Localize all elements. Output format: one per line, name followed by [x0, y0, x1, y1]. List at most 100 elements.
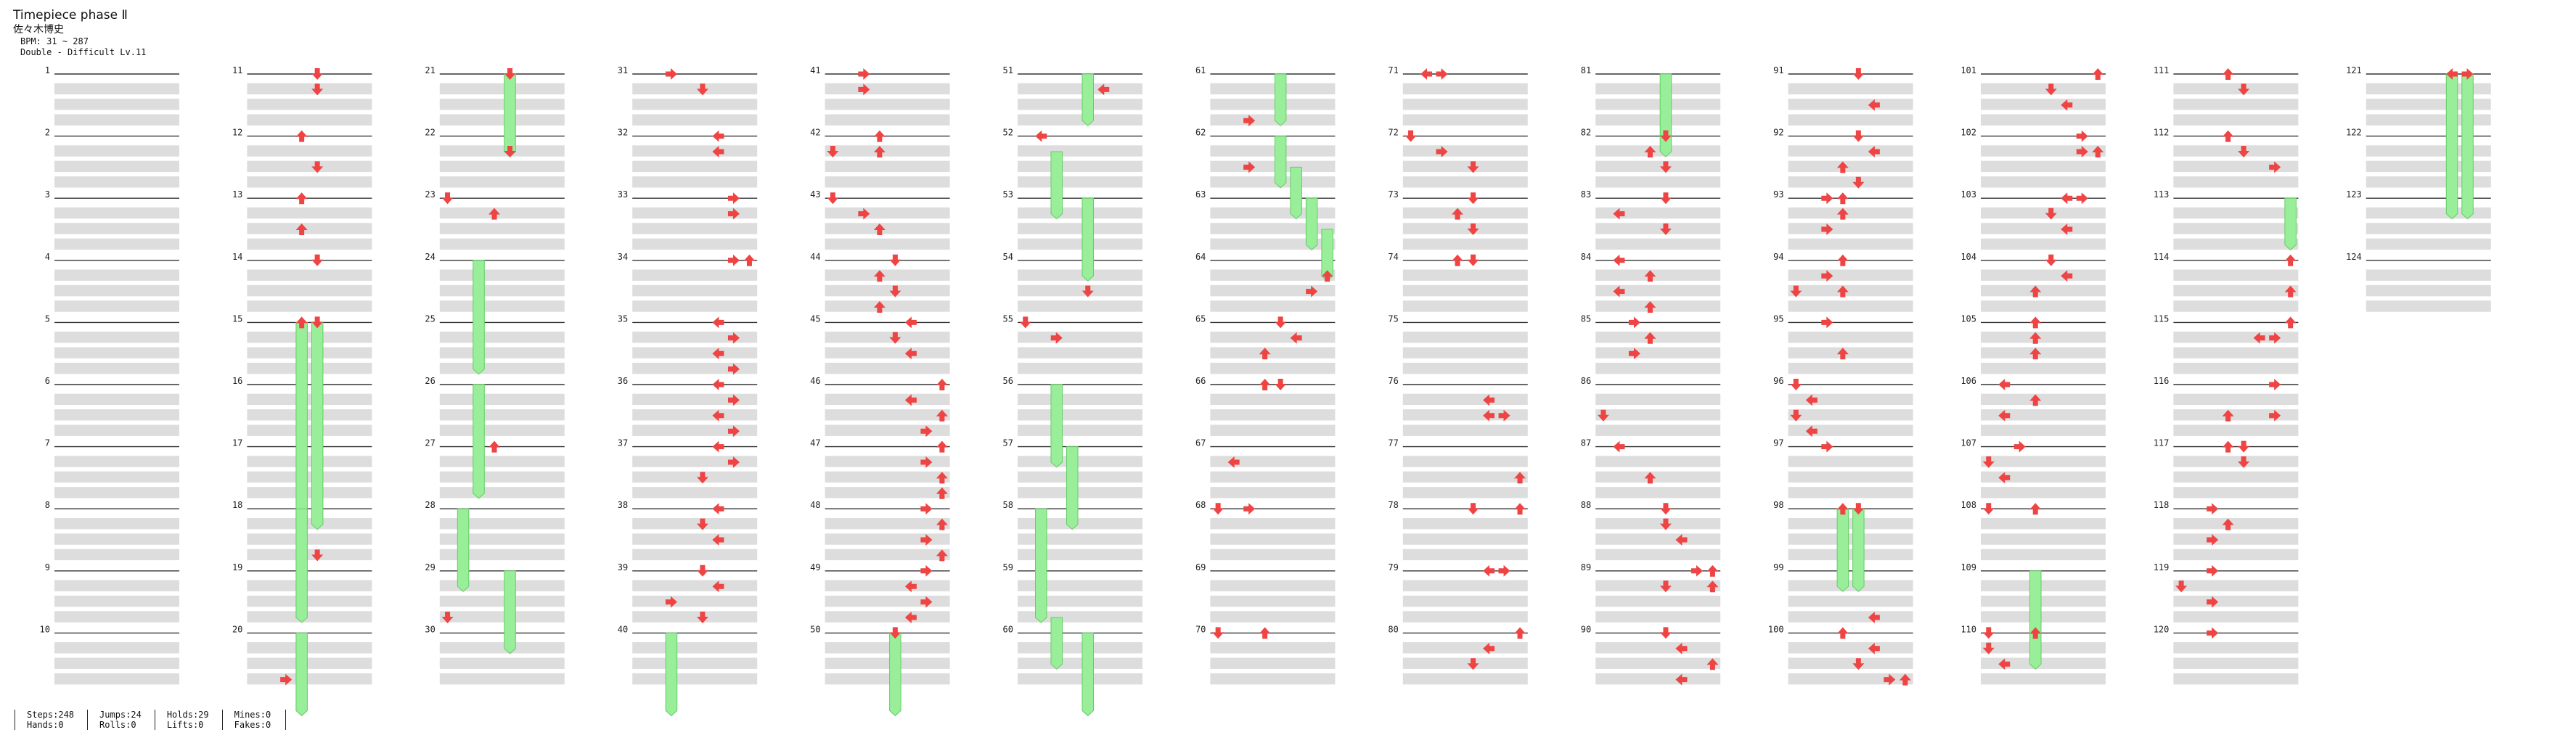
beat-shade	[2173, 83, 2299, 95]
arrow-note	[295, 130, 308, 142]
beat-shade	[439, 176, 565, 188]
arrow-note	[311, 549, 324, 562]
measure-number: 67	[1195, 438, 1206, 448]
beat-shade	[2173, 114, 2299, 126]
beat-shade	[825, 673, 950, 685]
beat-shade	[2173, 393, 2299, 406]
beat-shade	[825, 223, 950, 234]
beat-shade	[2173, 176, 2299, 188]
beat-shade	[1981, 300, 2106, 312]
beat-shade	[2366, 284, 2491, 297]
beat-shade	[54, 533, 179, 545]
beat-shade	[1788, 611, 1913, 623]
beat-shade	[54, 517, 179, 530]
arrow-note	[1998, 409, 2011, 422]
arrow-note	[712, 316, 724, 329]
beat-shade	[632, 332, 758, 343]
beat-shade	[54, 160, 179, 173]
beat-shade	[247, 471, 372, 483]
bpm-range: BPM: 31 ~ 287	[20, 36, 89, 46]
beat-shade	[1402, 642, 1528, 654]
beat-shade	[439, 487, 565, 498]
beat-shade	[439, 362, 565, 374]
arrow-note	[1852, 658, 1865, 670]
beat-shade	[2173, 517, 2299, 530]
beat-shade	[2173, 657, 2299, 669]
measure-number: 29	[425, 562, 435, 572]
beat-shade	[1981, 160, 2106, 173]
measure-number: 95	[1773, 313, 1783, 324]
beat-shade	[1595, 580, 1721, 591]
measure-number: 101	[1960, 65, 1976, 75]
stat-value: Jumps:24	[99, 710, 142, 720]
beat-shade	[1595, 549, 1721, 561]
beat-shade	[632, 642, 758, 654]
beat-shade	[1595, 332, 1721, 343]
arrow-note	[873, 146, 886, 157]
beat-shade	[439, 114, 565, 126]
arrow-note	[727, 332, 740, 344]
beat-shade	[439, 533, 565, 545]
beat-shade	[439, 409, 565, 421]
beat-shade	[1981, 223, 2106, 234]
arrow-note	[858, 83, 870, 96]
beat-shade	[1595, 284, 1721, 297]
beat-shade	[2173, 145, 2299, 157]
arrow-note	[2238, 146, 2250, 157]
measure-number: 47	[810, 438, 820, 448]
arrow-note	[1805, 425, 1817, 438]
arrow-note	[2029, 316, 2042, 329]
beat-shade	[825, 611, 950, 623]
arrow-note	[936, 487, 948, 499]
arrow-note	[1790, 409, 1802, 422]
measure-number: 69	[1195, 562, 1206, 572]
beat-shade	[825, 347, 950, 358]
arrow-note	[1644, 472, 1656, 484]
arrow-note	[904, 348, 917, 360]
arrow-note	[1868, 612, 1880, 623]
beat-shade	[2173, 580, 2299, 591]
arrow-note	[2045, 254, 2057, 266]
arrow-note	[1483, 642, 1495, 654]
beat-shade	[1402, 471, 1528, 483]
beat-shade	[54, 238, 179, 250]
arrow-note	[2207, 534, 2219, 546]
arrow-note	[1467, 223, 1479, 235]
beat-shade	[2173, 160, 2299, 173]
arrow-note	[712, 440, 724, 453]
beat-shade	[247, 332, 372, 343]
arrow-note	[696, 612, 708, 623]
beat-shade	[632, 580, 758, 591]
arrow-note	[1821, 192, 1833, 205]
arrow-note	[311, 83, 324, 96]
beat-shade	[439, 642, 565, 654]
beat-shade	[1018, 160, 1142, 173]
measure-number: 18	[232, 500, 242, 510]
beat-shade	[825, 300, 950, 312]
arrow-note	[2269, 332, 2281, 344]
beat-shade	[1210, 284, 1336, 297]
beat-shade	[632, 549, 758, 561]
beat-shade	[1981, 471, 2106, 483]
measure-number: 77	[1388, 438, 1398, 448]
measure-number: 5	[45, 313, 50, 324]
beat-shade	[1402, 409, 1528, 421]
measure-number: 114	[2154, 252, 2170, 262]
arrow-note	[1659, 580, 1672, 593]
beat-shade	[1402, 223, 1528, 234]
hold-note	[889, 632, 901, 717]
beat-shade	[1981, 673, 2106, 685]
hold-note	[295, 632, 308, 717]
beat-shade	[1018, 409, 1142, 421]
arrow-note	[1836, 503, 1849, 515]
arrow-note	[2076, 192, 2088, 205]
measure-number: 84	[1581, 252, 1591, 262]
arrow-note	[1452, 254, 1464, 266]
arrow-note	[2207, 503, 2219, 515]
arrow-note	[2284, 254, 2297, 266]
beat-shade	[247, 393, 372, 406]
beat-shade	[1595, 238, 1721, 250]
measure-number: 3	[45, 189, 50, 200]
beat-shade	[54, 657, 179, 669]
measure-number: 74	[1388, 252, 1398, 262]
